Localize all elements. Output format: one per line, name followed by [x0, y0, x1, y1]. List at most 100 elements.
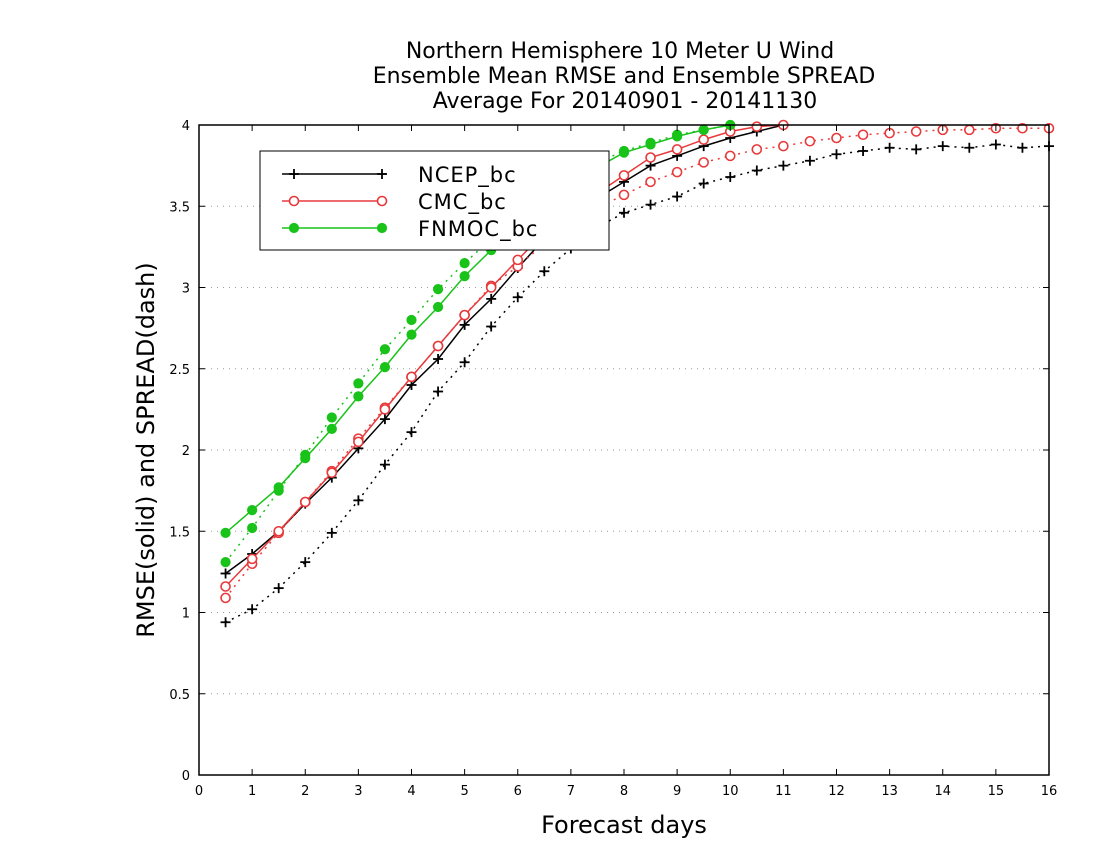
grid [199, 205, 1049, 695]
ncep-bc-spread-point [672, 191, 683, 202]
cmc-bc-rmse-point [299, 496, 311, 508]
fnmoc-bc-rmse-point [406, 329, 417, 340]
cmc-bc-rmse-line [225, 124, 784, 588]
fnmoc-bc-rmse-point [432, 301, 444, 313]
ncep-bc-spread-point [459, 357, 470, 368]
fnmoc-bc-spread-point [326, 412, 337, 423]
ncep-bc-spread-point [486, 321, 497, 332]
cmc-bc-rmse-point [485, 282, 497, 293]
fnmoc-bc-rmse-point [672, 131, 683, 142]
y-tick-label: 0.5 [169, 688, 190, 703]
fnmoc-bc-rmse-point [379, 362, 391, 373]
ncep-bc-rmse-line [225, 124, 784, 575]
y-tick-label: 4 [182, 119, 190, 134]
legend-label-cmc-bc: CMC_bc [418, 190, 507, 215]
legend-marker-ncep-bc [289, 169, 299, 179]
cmc-bc-spread-point [804, 135, 816, 147]
fnmoc-bc-rmse-point [220, 527, 231, 538]
x-tick-label: 2 [301, 784, 309, 799]
cmc-bc-rmse-point [326, 467, 338, 479]
cmc-bc-spread-point [831, 132, 842, 144]
y-tick-label: 0 [182, 769, 190, 784]
fnmoc-bc-rmse-point [645, 139, 656, 150]
ncep-bc-spread-point [273, 583, 284, 594]
cmc-bc-spread-point [618, 189, 630, 201]
legend-marker-cmc-bc [376, 195, 388, 207]
legend-marker-ncep-bc [377, 169, 387, 179]
y-tick-label: 3.5 [169, 200, 190, 215]
cmc-bc-spread-point [857, 129, 869, 141]
chart-title: Northern Hemisphere 10 Meter U Wind Ense… [373, 39, 876, 114]
ncep-bc-spread-point [539, 266, 550, 277]
cmc-bc-rmse-point [645, 152, 656, 163]
fnmoc-bc-spread-point [247, 522, 258, 534]
fnmoc-bc-spread-point [459, 258, 470, 269]
ncep-bc-spread-point [1017, 142, 1028, 153]
y-tick-label: 2.5 [169, 363, 190, 378]
ncep-bc-spread-point [645, 199, 656, 210]
ncep-bc-spread-point [353, 495, 364, 506]
cmc-bc-spread-point [778, 140, 789, 152]
legend-marker-fnmoc-bc [376, 222, 388, 234]
cmc-bc-rmse-point [353, 436, 364, 448]
ncep-bc-spread-point [619, 207, 629, 218]
x-tick-label: 4 [407, 784, 415, 799]
cmc-bc-spread-point [724, 150, 736, 162]
title-line-2: Ensemble Mean RMSE and Ensemble SPREAD [373, 64, 876, 89]
fnmoc-bc-rmse-point [459, 271, 470, 282]
legend-label-ncep-bc: NCEP_bc [418, 163, 517, 188]
cmc-bc-rmse-point [618, 170, 630, 181]
ncep-bc-spread-point [964, 142, 975, 153]
cmc-bc-spread-point [698, 157, 709, 168]
x-tick-label: 0 [195, 784, 203, 799]
x-tick-label: 11 [775, 784, 792, 799]
title-line-1: Northern Hemisphere 10 Meter U Wind [406, 39, 834, 64]
x-tick-label: 7 [567, 784, 575, 799]
legend-marker-cmc-bc [288, 195, 300, 207]
ncep-bc-spread-line [225, 143, 1050, 623]
x-tick-label: 8 [620, 784, 628, 799]
cmc-bc-rmse-point [671, 144, 683, 155]
ncep-bc-spread-point [831, 149, 842, 160]
y-axis-label: RMSE(solid) and SPREAD(dash) [132, 262, 160, 638]
ncep-bc-rmse-point [433, 354, 444, 364]
ncep-bc-spread-point [220, 617, 231, 628]
ncep-bc-spread-point [379, 459, 390, 470]
ncep-bc-spread-point [990, 139, 1001, 150]
ncep-bc-spread-point [911, 144, 922, 155]
ncep-bc-rmse-point [459, 319, 470, 330]
fnmoc-bc-spread-point [220, 557, 231, 568]
cmc-bc-rmse-point [432, 340, 444, 352]
cmc-bc-rmse-point [698, 134, 709, 145]
y-tick-label: 1.5 [169, 525, 190, 540]
cmc-bc-spread-point [220, 592, 231, 604]
x-tick-label: 10 [722, 784, 739, 799]
legend-label-fnmoc-bc: FNMOC_bc [418, 217, 538, 242]
fnmoc-bc-rmse-point [326, 423, 337, 434]
fnmoc-bc-rmse-point [618, 147, 630, 158]
ncep-bc-spread-point [937, 141, 948, 152]
axis-ticks: 0 1 2 3 4 5 6 7 8 9 10 11 12 13 14 15 1600.511.522.533.5… [169, 119, 1057, 799]
fnmoc-bc-rmse-point [300, 453, 311, 464]
x-tick-label: 3 [354, 784, 362, 799]
ncep-bc-spread-point [884, 142, 895, 153]
x-tick-label: 16 [1041, 784, 1058, 799]
x-tick-label: 6 [514, 784, 522, 799]
ncep-bc-spread-point [247, 604, 258, 615]
cmc-bc-spread-point [964, 124, 975, 136]
cmc-bc-spread-point [671, 166, 683, 178]
x-tick-label: 13 [881, 784, 898, 799]
ncep-bc-spread-point [778, 160, 789, 171]
cmc-bc-rmse-point [751, 121, 763, 132]
fnmoc-bc-spread-point [432, 284, 444, 295]
cmc-bc-rmse-point [512, 254, 524, 266]
y-tick-label: 3 [182, 282, 190, 297]
fnmoc-bc-spread-point [379, 344, 391, 355]
fnmoc-bc-rmse-point [273, 482, 284, 493]
x-tick-label: 5 [460, 784, 468, 799]
ncep-bc-spread-point [751, 165, 762, 176]
ncep-bc-rmse-point [379, 414, 390, 425]
x-tick-label: 9 [673, 784, 681, 799]
ncep-bc-spread-point [512, 292, 523, 303]
